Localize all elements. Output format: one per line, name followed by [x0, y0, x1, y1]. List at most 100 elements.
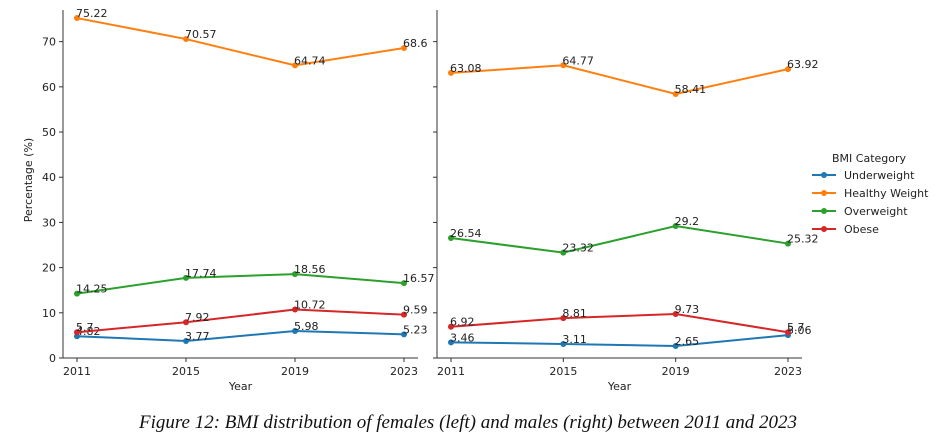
- data-point-underweight: [183, 337, 189, 344]
- legend-title: BMI Category: [832, 152, 907, 165]
- data-label-healthy-weight: 68.6: [403, 37, 428, 50]
- data-label-underweight: 3.46: [450, 331, 475, 344]
- data-label-obese: 9.73: [675, 303, 700, 316]
- x-tick-label: 2011: [437, 365, 465, 378]
- series-line-underweight: [76, 329, 405, 342]
- data-label-obese: 5.7: [787, 321, 805, 334]
- data-point-underweight: [292, 327, 298, 334]
- data-label-healthy-weight: 64.77: [562, 54, 594, 67]
- data-point-overweight: [292, 271, 298, 278]
- y-axis-title: Percentage (%): [22, 138, 35, 222]
- data-label-obese: 5.7: [76, 321, 94, 334]
- y-tick-label: 10: [42, 307, 56, 320]
- legend-marker-overweight: [821, 208, 827, 214]
- y-tick-label: 0: [49, 352, 56, 365]
- data-label-healthy-weight: 63.08: [450, 62, 482, 75]
- data-label-overweight: 16.57: [403, 272, 435, 285]
- legend-label-overweight: Overweight: [844, 205, 908, 218]
- x-tick-label: 2011: [63, 365, 91, 378]
- data-label-overweight: 18.56: [294, 263, 326, 276]
- data-label-underweight: 5.23: [403, 323, 428, 336]
- series-line-obese: [450, 313, 789, 334]
- data-point-obese: [672, 311, 679, 318]
- data-label-obese: 8.81: [562, 307, 587, 320]
- data-point-obese: [74, 329, 80, 336]
- data-label-healthy-weight: 58.41: [675, 83, 707, 96]
- data-label-underweight: 2.65: [675, 335, 700, 348]
- data-point-healthy-weight: [672, 91, 679, 98]
- y-tick-label: 70: [42, 36, 56, 49]
- data-point-underweight: [401, 331, 407, 338]
- legend-label-underweight: Underweight: [844, 169, 915, 182]
- bmi-figure: 0 10 20 30 40 50 60 70 2011 2015 2019 2023 Year Perce…: [22, 7, 929, 393]
- data-point-overweight: [785, 240, 791, 247]
- figure-caption: Figure 12: BMI distribution of females (…: [138, 412, 798, 433]
- x-tick-label: 2023: [390, 365, 418, 378]
- data-point-healthy-weight: [448, 69, 454, 76]
- data-label-obese: 9.59: [403, 304, 428, 317]
- series-line-healthy-weight: [450, 64, 789, 96]
- y-tick-label: 60: [42, 81, 56, 94]
- x-axis-title: Year: [228, 380, 253, 393]
- data-point-healthy-weight: [74, 15, 80, 22]
- data-point-underweight: [560, 340, 567, 347]
- data-point-obese: [292, 306, 298, 313]
- x-tick-label: 2019: [662, 365, 690, 378]
- series-line-healthy-weight: [76, 17, 405, 67]
- data-point-healthy-weight: [401, 44, 407, 51]
- data-label-healthy-weight: 63.92: [787, 58, 819, 71]
- data-label-underweight: 5.06: [787, 324, 812, 337]
- data-point-underweight: [672, 343, 679, 350]
- x-tick-label: 2023: [774, 365, 802, 378]
- data-label-healthy-weight: 70.57: [185, 28, 217, 41]
- x-tick-label: 2015: [549, 365, 577, 378]
- data-label-overweight: 29.2: [675, 215, 700, 228]
- legend-marker-healthy-weight: [821, 190, 827, 196]
- legend-label-obese: Obese: [844, 223, 879, 236]
- data-label-overweight: 23.32: [562, 242, 594, 255]
- data-label-overweight: 17.74: [185, 267, 217, 280]
- data-point-obese: [560, 315, 567, 322]
- series-line-underweight: [450, 334, 789, 348]
- data-point-overweight: [672, 223, 679, 230]
- series-line-overweight: [450, 225, 789, 254]
- x-tick-label: 2015: [172, 365, 200, 378]
- legend-marker-obese: [821, 226, 827, 232]
- data-point-overweight: [560, 249, 567, 256]
- data-label-overweight: 14.25: [76, 283, 108, 296]
- data-label-overweight: 25.32: [787, 233, 819, 246]
- data-point-overweight: [183, 274, 189, 281]
- data-point-overweight: [401, 280, 407, 287]
- data-point-healthy-weight: [785, 66, 791, 73]
- x-tick-label: 2019: [281, 365, 309, 378]
- series-line-overweight: [76, 273, 405, 295]
- data-point-healthy-weight: [292, 62, 298, 69]
- data-point-underweight: [448, 339, 454, 346]
- data-label-overweight: 26.54: [450, 227, 482, 240]
- data-point-healthy-weight: [560, 62, 567, 69]
- x-axis-title: Year: [607, 380, 632, 393]
- data-label-underweight: 3.77: [185, 330, 210, 343]
- data-label-underweight: 5.98: [294, 320, 319, 333]
- data-label-healthy-weight: 64.74: [294, 54, 326, 67]
- data-label-healthy-weight: 75.22: [76, 7, 108, 20]
- data-point-obese: [401, 311, 407, 318]
- y-tick-label: 30: [42, 216, 56, 229]
- males-panel: 2011 2015 2019 2023 Year 3.46 3.11 2.65 5.06 63.0…: [433, 10, 819, 393]
- data-label-obese: 10.72: [294, 299, 326, 312]
- series-line-obese: [76, 308, 405, 334]
- data-point-healthy-weight: [183, 36, 189, 43]
- legend-marker-underweight: [821, 172, 827, 178]
- females-panel: 0 10 20 30 40 50 60 70 2011 2015 2019 2023 Year Perce…: [22, 7, 435, 393]
- legend-label-healthy-weight: Healthy Weight: [844, 187, 929, 200]
- data-point-obese: [448, 323, 454, 330]
- y-tick-label: 40: [42, 171, 56, 184]
- data-point-overweight: [448, 235, 454, 242]
- data-label-obese: 6.92: [450, 316, 475, 329]
- y-tick-label: 20: [42, 262, 56, 275]
- data-label-underweight: 3.11: [562, 333, 587, 346]
- data-point-obese: [183, 319, 189, 326]
- data-point-obese: [785, 329, 791, 336]
- data-label-obese: 7.92: [185, 311, 210, 324]
- y-tick-label: 50: [42, 126, 56, 139]
